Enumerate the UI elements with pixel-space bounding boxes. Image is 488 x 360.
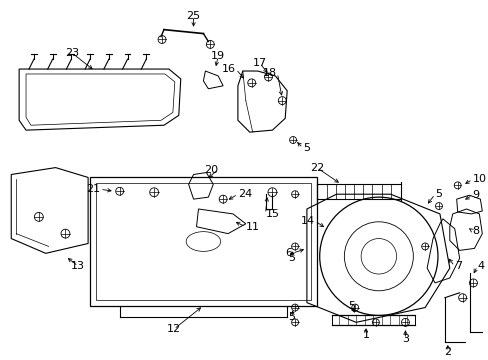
Text: 21: 21 xyxy=(85,184,100,194)
Text: 9: 9 xyxy=(471,190,479,200)
Text: 4: 4 xyxy=(476,261,484,271)
Text: 5: 5 xyxy=(288,312,295,323)
Text: 10: 10 xyxy=(471,175,486,184)
Text: 17: 17 xyxy=(252,58,266,68)
Text: 14: 14 xyxy=(300,216,314,226)
Text: 11: 11 xyxy=(245,222,259,232)
Text: 3: 3 xyxy=(401,334,408,344)
Text: 8: 8 xyxy=(471,226,479,236)
Text: 22: 22 xyxy=(309,163,323,172)
Text: 24: 24 xyxy=(238,189,252,199)
Text: 12: 12 xyxy=(166,324,181,334)
Text: 19: 19 xyxy=(211,51,225,61)
Text: 20: 20 xyxy=(203,165,218,175)
Text: 5: 5 xyxy=(303,143,309,153)
Text: 16: 16 xyxy=(222,64,235,74)
Text: 5: 5 xyxy=(347,301,354,311)
Text: 5: 5 xyxy=(288,253,295,263)
Text: 18: 18 xyxy=(263,68,277,78)
Text: 5: 5 xyxy=(434,189,441,199)
Text: 15: 15 xyxy=(265,209,279,219)
Text: 25: 25 xyxy=(186,11,200,21)
Bar xyxy=(96,183,310,300)
Text: 13: 13 xyxy=(71,261,85,271)
Text: 2: 2 xyxy=(444,347,450,357)
Text: 23: 23 xyxy=(65,48,79,58)
Text: 7: 7 xyxy=(454,261,461,271)
Bar xyxy=(90,177,316,306)
Text: 6: 6 xyxy=(285,248,291,258)
Text: 1: 1 xyxy=(362,330,369,340)
